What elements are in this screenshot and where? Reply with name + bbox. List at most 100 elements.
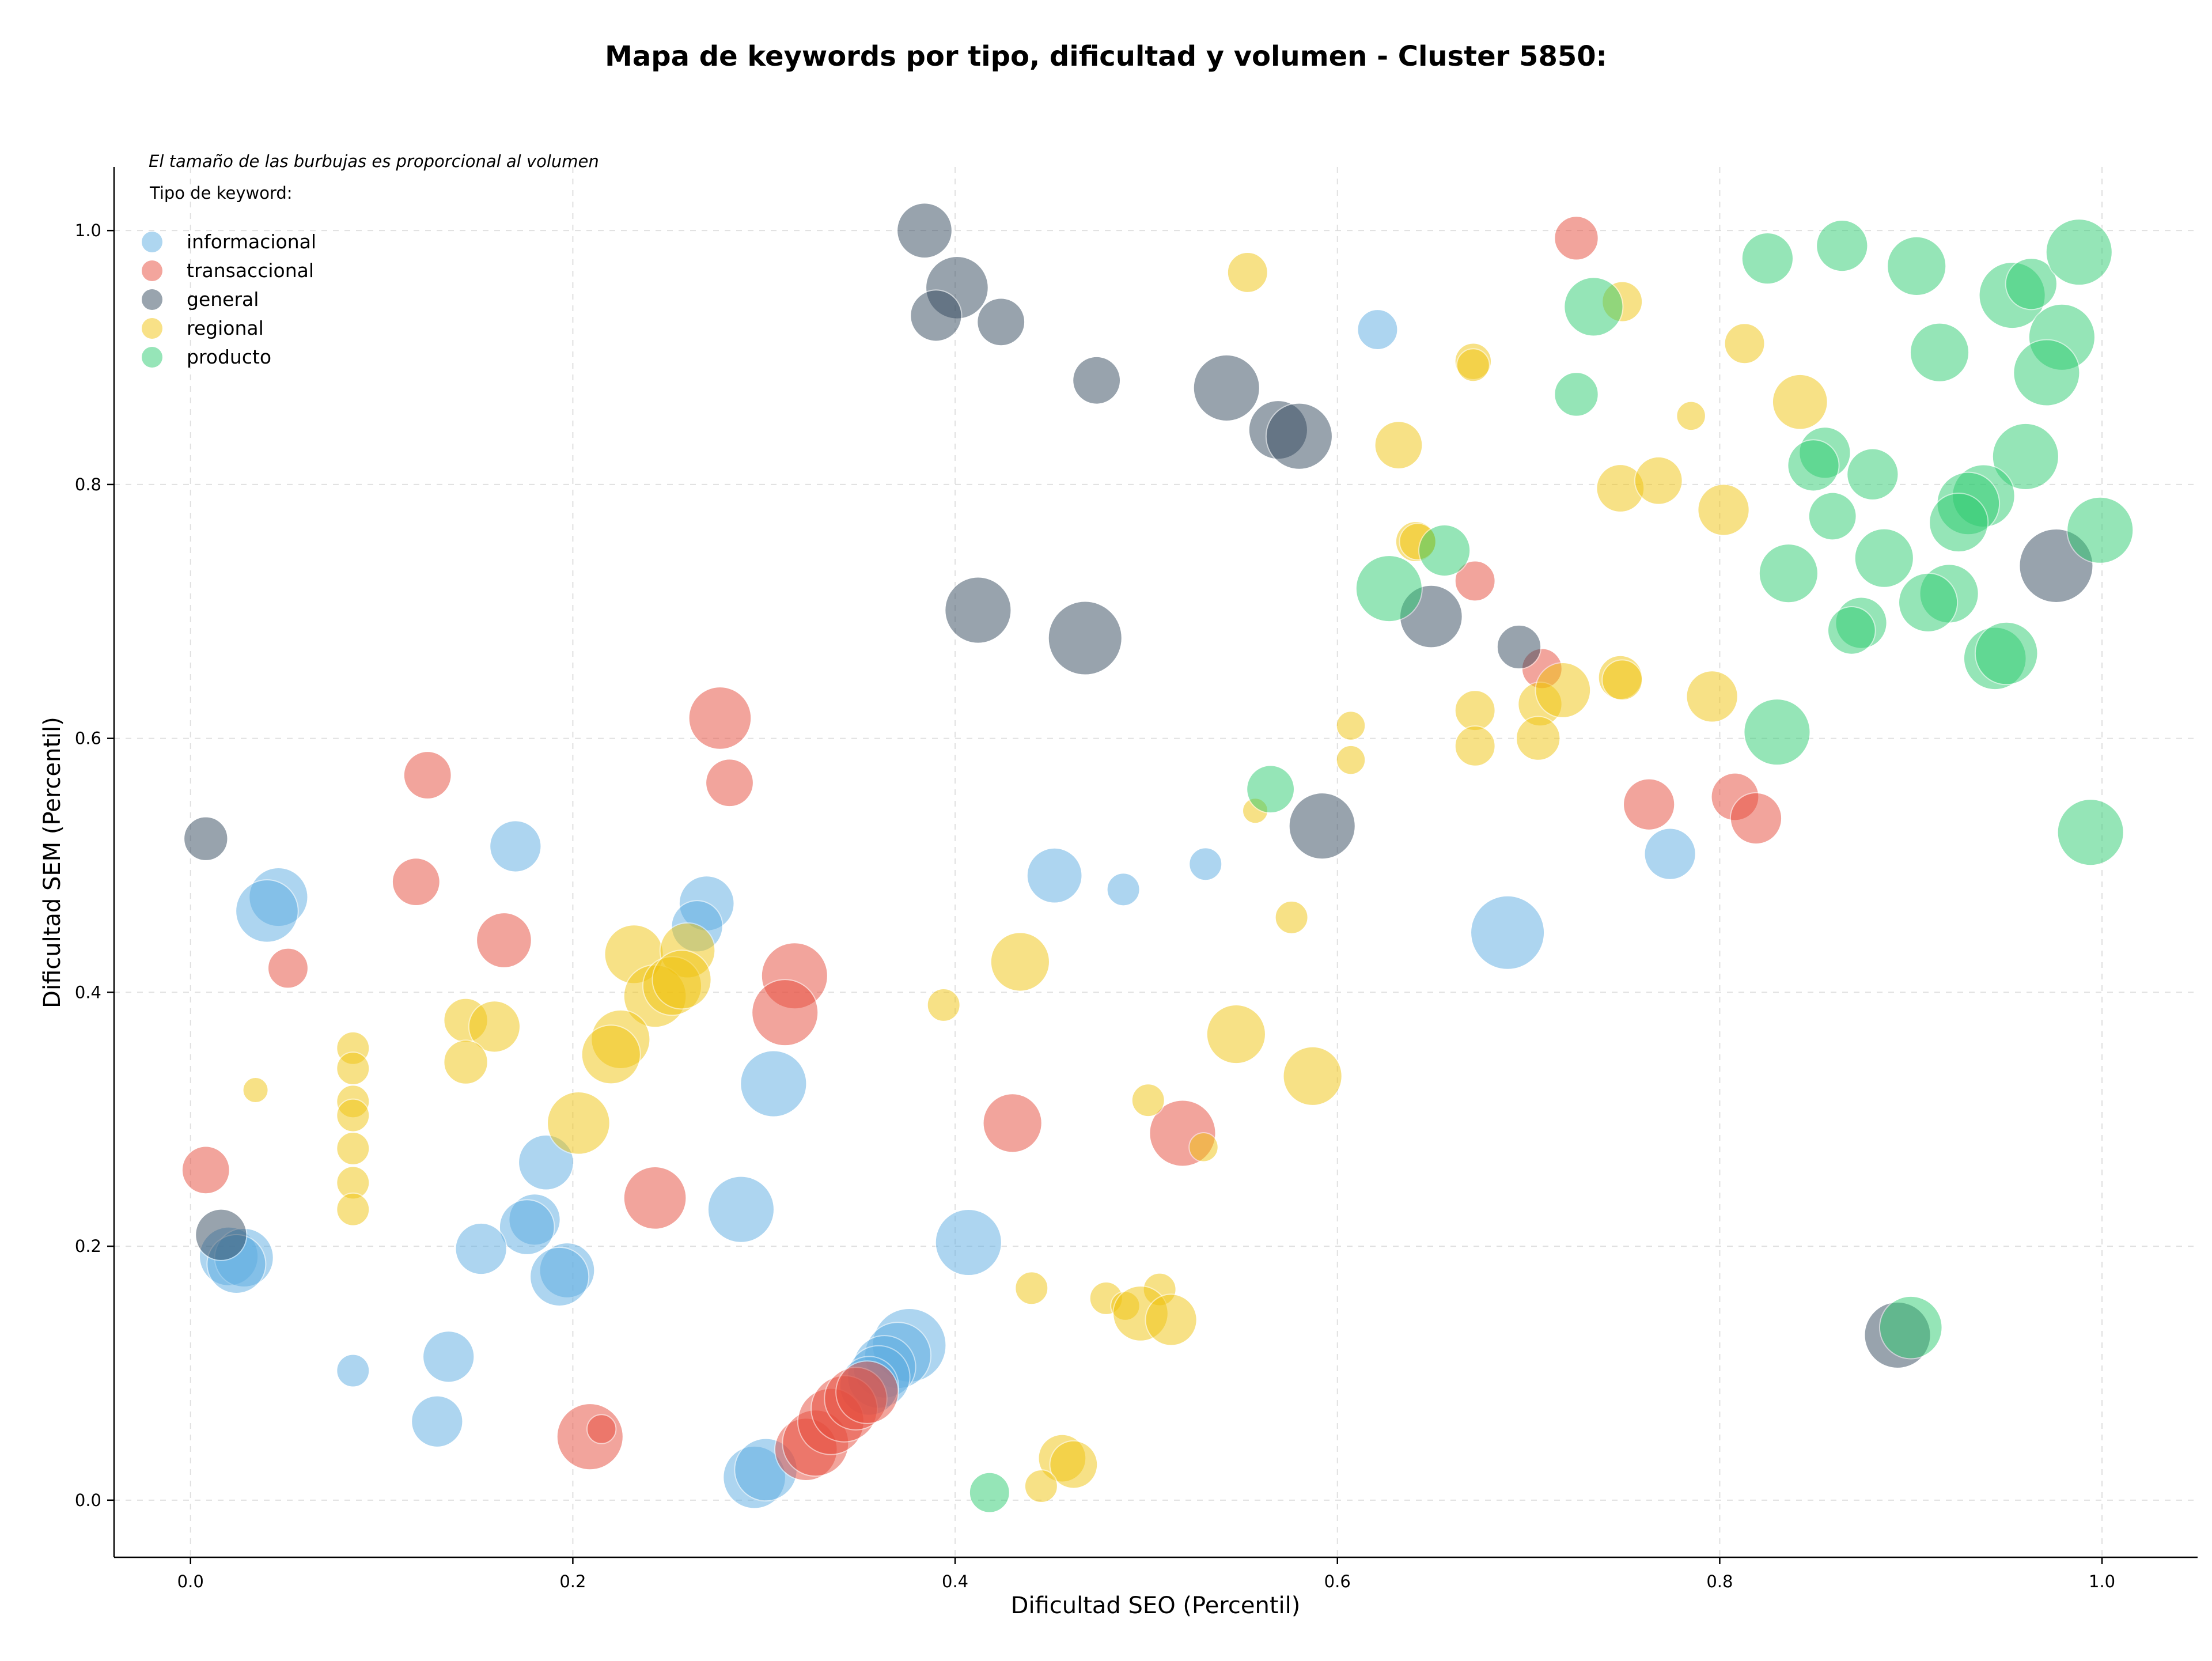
bubble-regional bbox=[1188, 1132, 1219, 1163]
bubble-size-note: El tamaño de las burbujas es proporciona… bbox=[149, 152, 599, 171]
bubble-transaccional bbox=[688, 686, 752, 750]
legend-title: Tipo de keyword: bbox=[149, 183, 293, 203]
bubble-regional bbox=[1131, 1083, 1165, 1118]
bubble-regional bbox=[336, 1051, 370, 1086]
bubble-transaccional bbox=[623, 1166, 687, 1230]
bubble-informacional bbox=[1188, 847, 1223, 881]
bubble-regional bbox=[1601, 659, 1643, 701]
bubble-producto bbox=[1991, 422, 2059, 490]
y-tick-label: 0.4 bbox=[75, 982, 101, 1002]
bubble-transaccional bbox=[835, 1360, 899, 1424]
bubble-producto bbox=[2013, 339, 2081, 407]
bubble-regional bbox=[336, 1098, 370, 1133]
bubble-producto bbox=[1816, 220, 1869, 273]
bubble-layer bbox=[181, 202, 2134, 1514]
bubble-informacional bbox=[1106, 872, 1141, 907]
bubble-producto bbox=[1909, 322, 1970, 383]
bubble-producto bbox=[2005, 258, 2058, 311]
bubble-producto bbox=[1974, 621, 2039, 686]
bubble-producto bbox=[1246, 765, 1295, 814]
bubble-producto bbox=[2056, 799, 2124, 867]
x-tick-label: 0.0 bbox=[177, 1572, 204, 1591]
x-tick-label: 0.2 bbox=[559, 1572, 586, 1591]
bubble-informacional bbox=[411, 1395, 464, 1448]
bubble-regional bbox=[1049, 1440, 1099, 1489]
bubble-transaccional bbox=[586, 1414, 617, 1444]
bubble-regional bbox=[443, 1039, 488, 1085]
bubble-regional bbox=[1226, 251, 1268, 293]
legend-items: informacional transaccional general regiona… bbox=[142, 230, 316, 368]
bubble-regional bbox=[1454, 690, 1496, 732]
bubble-regional bbox=[1676, 400, 1706, 432]
bubble-transaccional bbox=[751, 979, 819, 1047]
bubble-producto bbox=[1846, 448, 1899, 501]
bubble-producto bbox=[1808, 491, 1857, 541]
y-tick-label: 0.0 bbox=[75, 1490, 101, 1510]
x-tick-label: 0.6 bbox=[1324, 1572, 1351, 1591]
bubble-informacional bbox=[498, 1199, 555, 1255]
bubble-regional bbox=[1516, 716, 1561, 761]
bubble-transaccional bbox=[476, 912, 532, 968]
x-tick-label: 0.4 bbox=[942, 1572, 968, 1591]
y-tick-label: 0.8 bbox=[75, 475, 101, 494]
bubble-general bbox=[1047, 600, 1123, 676]
legend: El tamaño de las burbujas es proporciona… bbox=[142, 152, 599, 368]
bubble-informacional bbox=[1026, 847, 1083, 904]
bubble-regional bbox=[1456, 348, 1490, 383]
bubble-regional bbox=[1535, 662, 1592, 718]
legend-marker-transaccional bbox=[142, 260, 162, 281]
bubble-regional bbox=[336, 1131, 370, 1166]
bubble-general bbox=[944, 576, 1012, 644]
bubble-informacional bbox=[336, 1353, 370, 1388]
bubble-transaccional bbox=[705, 758, 754, 808]
axes bbox=[113, 167, 2198, 1558]
bubble-informacional bbox=[454, 1222, 507, 1276]
bubble-regional bbox=[1374, 421, 1423, 470]
legend-label-general: general bbox=[187, 288, 259, 311]
bubble-transaccional bbox=[1729, 792, 1783, 845]
y-tick-label: 1.0 bbox=[75, 221, 101, 240]
bubble-informacional bbox=[235, 879, 299, 943]
legend-label-regional: regional bbox=[187, 317, 264, 339]
bubble-regional bbox=[1014, 1271, 1049, 1306]
x-tick-label: 0.8 bbox=[1706, 1572, 1733, 1591]
bubble-producto bbox=[1854, 528, 1914, 588]
bubble-producto bbox=[1887, 236, 1947, 296]
bubble-regional bbox=[1274, 900, 1309, 934]
bubble-producto bbox=[1787, 439, 1840, 492]
bubble-producto bbox=[1827, 606, 1876, 655]
bubble-transaccional bbox=[181, 1145, 230, 1195]
bubble-producto bbox=[2045, 218, 2113, 286]
bubble-general bbox=[1496, 624, 1542, 670]
chart-title: Mapa de keywords por tipo, dificultad y … bbox=[605, 40, 1607, 73]
bubble-transaccional bbox=[1623, 778, 1676, 831]
bubble-informacional bbox=[422, 1330, 475, 1383]
bubble-regional bbox=[1206, 1004, 1266, 1065]
bubble-general bbox=[1265, 402, 1333, 470]
bubble-general bbox=[1072, 355, 1122, 405]
bubble-transaccional bbox=[403, 751, 452, 800]
bubble-general bbox=[195, 1208, 248, 1261]
bubble-informacional bbox=[1470, 895, 1546, 970]
bubble-regional bbox=[581, 1024, 641, 1085]
bubble-regional bbox=[1282, 1046, 1343, 1106]
bubble-producto bbox=[1554, 372, 1599, 417]
x-axis-label: Dificultad SEO (Percentil) bbox=[1011, 1592, 1301, 1619]
legend-marker-informacional bbox=[142, 232, 162, 252]
bubble-regional bbox=[1024, 1469, 1058, 1504]
bubble-producto bbox=[1743, 698, 1811, 766]
legend-label-transaccional: transaccional bbox=[187, 259, 314, 282]
bubble-transaccional bbox=[391, 857, 441, 907]
bubble-regional bbox=[1697, 483, 1750, 536]
bubble-informacional bbox=[529, 1246, 590, 1307]
bubble-regional bbox=[652, 949, 712, 1010]
bubble-producto bbox=[968, 1471, 1010, 1514]
bubble-regional bbox=[1685, 670, 1738, 723]
bubble-regional bbox=[1335, 744, 1366, 775]
bubble-transaccional bbox=[1554, 215, 1599, 261]
bubble-producto bbox=[2066, 496, 2134, 564]
legend-marker-general bbox=[142, 289, 162, 310]
bubble-producto bbox=[1898, 572, 1959, 633]
